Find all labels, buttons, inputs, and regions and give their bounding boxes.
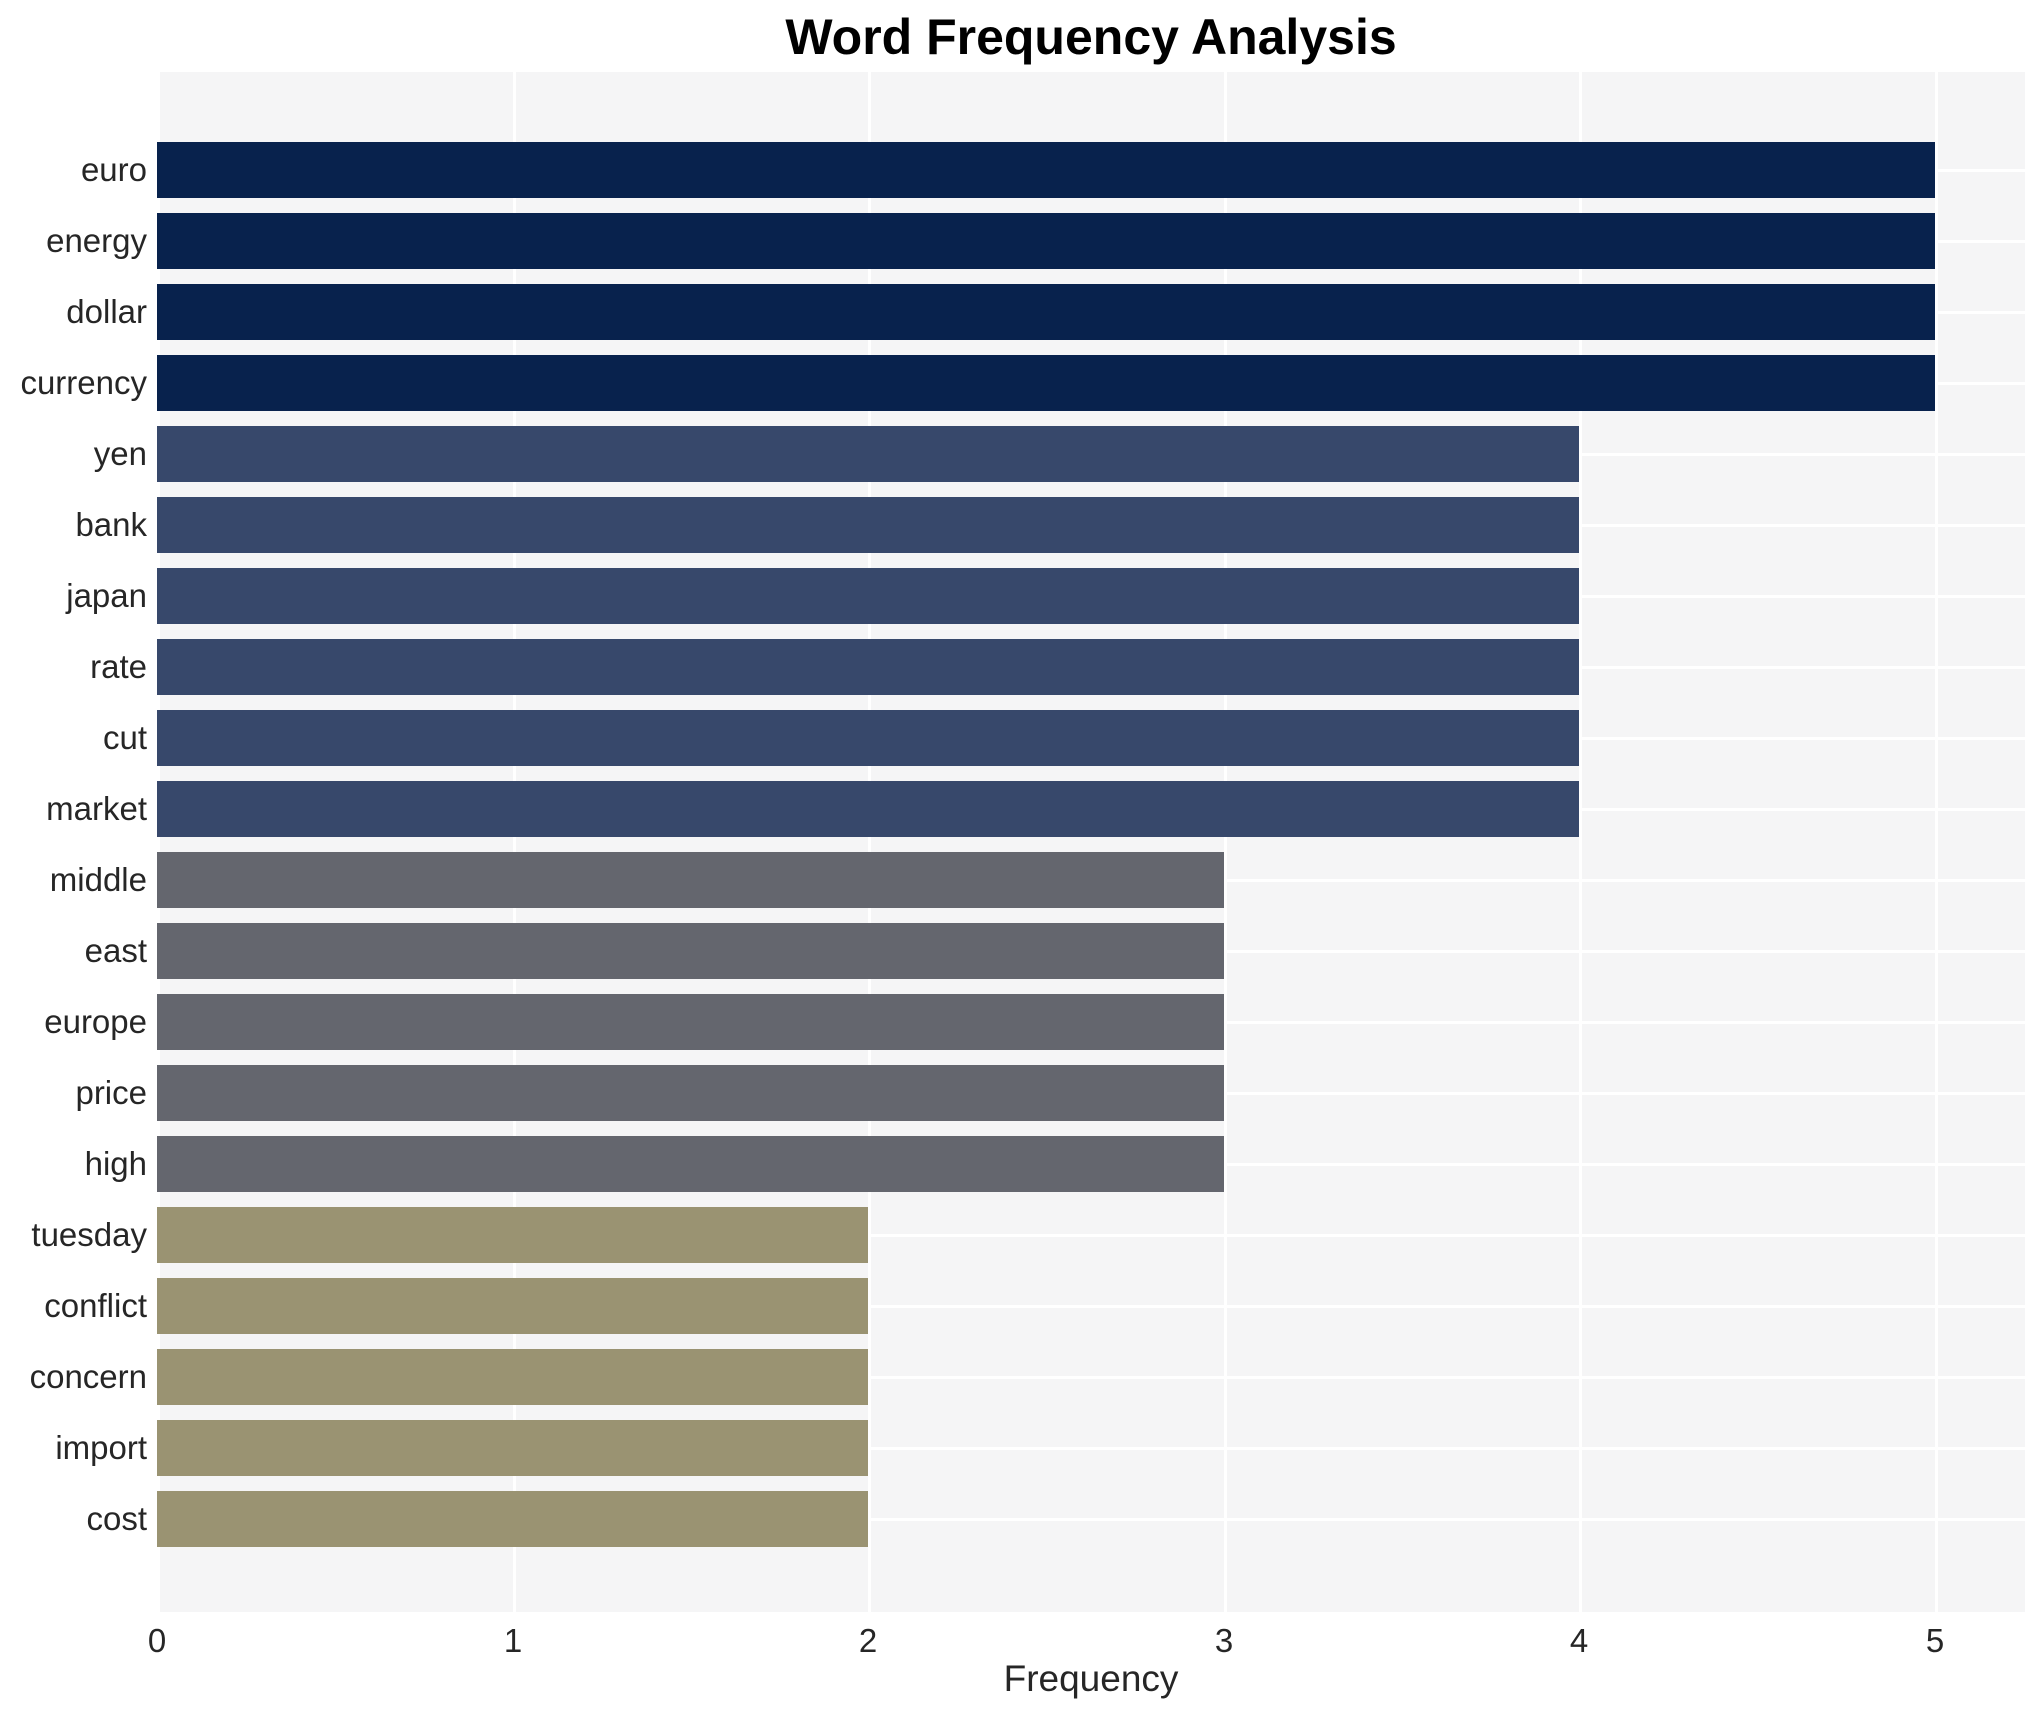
gridline-horizontal xyxy=(157,1376,2025,1379)
chart-title: Word Frequency Analysis xyxy=(785,9,1397,65)
bar-europe xyxy=(157,994,1224,1050)
bar-euro xyxy=(157,142,1935,198)
category-label-tuesday: tuesday xyxy=(31,1216,147,1253)
bar-market xyxy=(157,781,1579,837)
gridline-vertical xyxy=(1579,72,1582,1612)
category-label-price: price xyxy=(75,1074,147,1111)
category-label-dollar: dollar xyxy=(66,293,147,330)
bar-energy xyxy=(157,213,1935,269)
category-label-cut: cut xyxy=(102,719,147,756)
category-label-concern: concern xyxy=(29,1358,147,1395)
bar-middle xyxy=(157,852,1224,908)
bar-bank xyxy=(157,497,1579,553)
bar-yen xyxy=(157,426,1579,482)
gridline-horizontal xyxy=(157,1447,2025,1450)
category-label-rate: rate xyxy=(90,648,147,685)
category-label-europe: europe xyxy=(44,1003,147,1040)
x-tick-1: 1 xyxy=(503,1622,523,1659)
category-label-east: east xyxy=(84,932,147,969)
bar-dollar xyxy=(157,284,1935,340)
category-label-energy: energy xyxy=(46,222,147,259)
x-tick-5: 5 xyxy=(1925,1622,1945,1659)
bar-conflict xyxy=(157,1278,868,1334)
bar-cut xyxy=(157,710,1579,766)
bar-rate xyxy=(157,639,1579,695)
gridline-vertical xyxy=(868,72,871,1612)
category-label-high: high xyxy=(84,1145,147,1182)
gridline-horizontal xyxy=(157,1234,2025,1237)
category-label-bank: bank xyxy=(75,506,147,543)
gridline-horizontal xyxy=(157,1305,2025,1308)
x-axis-label: Frequency xyxy=(1003,1658,1179,1699)
bar-japan xyxy=(157,568,1579,624)
category-label-conflict: conflict xyxy=(44,1287,147,1324)
category-label-middle: middle xyxy=(49,861,147,898)
x-tick-3: 3 xyxy=(1214,1622,1234,1659)
bar-cost xyxy=(157,1491,868,1547)
category-label-euro: euro xyxy=(80,151,147,188)
x-tick-0: 0 xyxy=(147,1622,167,1659)
gridline-vertical xyxy=(157,72,160,1612)
category-label-currency: currency xyxy=(20,364,147,401)
category-label-import: import xyxy=(55,1429,147,1466)
category-label-market: market xyxy=(46,790,147,827)
gridline-vertical xyxy=(1224,72,1227,1612)
bar-currency xyxy=(157,355,1935,411)
bar-concern xyxy=(157,1349,868,1405)
x-tick-2: 2 xyxy=(858,1622,878,1659)
bar-price xyxy=(157,1065,1224,1121)
category-label-yen: yen xyxy=(93,435,147,472)
gridline-vertical xyxy=(1935,72,1938,1612)
bar-east xyxy=(157,923,1224,979)
plot-area xyxy=(157,72,2025,1612)
gridline-vertical xyxy=(513,72,516,1612)
category-label-japan: japan xyxy=(66,577,147,614)
x-tick-4: 4 xyxy=(1569,1622,1589,1659)
bar-high xyxy=(157,1136,1224,1192)
gridline-horizontal xyxy=(157,1518,2025,1521)
bar-tuesday xyxy=(157,1207,868,1263)
category-label-cost: cost xyxy=(86,1500,147,1537)
bar-import xyxy=(157,1420,868,1476)
